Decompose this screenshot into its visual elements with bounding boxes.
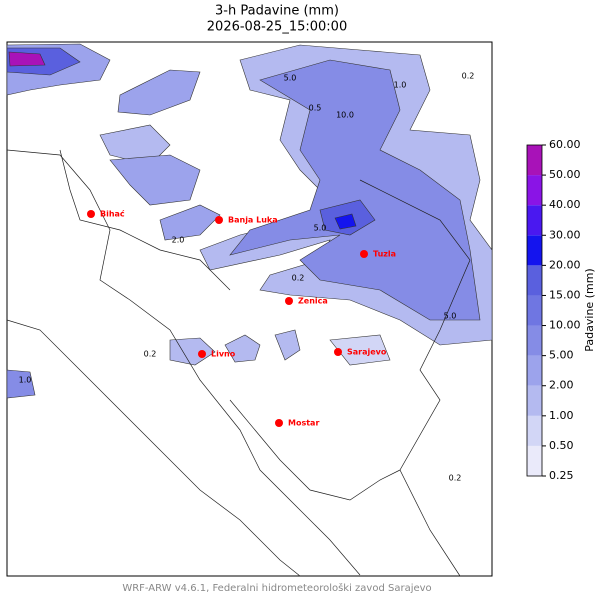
contour-label: 1.0 bbox=[19, 376, 32, 385]
colorbar: Padavine (mm) bbox=[583, 268, 596, 351]
city-marker bbox=[198, 350, 206, 358]
colorbar-segment bbox=[527, 205, 542, 236]
city-label: Mostar bbox=[288, 419, 319, 428]
colorbar-segment bbox=[527, 355, 542, 386]
colorbar-tick-label: 10.00 bbox=[549, 319, 581, 332]
city-label: Banja Luka bbox=[228, 216, 278, 225]
city-marker bbox=[87, 210, 95, 218]
city-marker bbox=[215, 216, 223, 224]
city-label: Livno bbox=[211, 350, 236, 359]
colorbar-segment bbox=[527, 175, 542, 206]
city-label: Sarajevo bbox=[347, 348, 387, 357]
contour-label: 0.2 bbox=[292, 274, 305, 283]
city-marker bbox=[285, 297, 293, 305]
colorbar-tick-label: 0.25 bbox=[549, 469, 574, 482]
subtitle: 2026-08-25_15:00:00 bbox=[207, 20, 347, 35]
colorbar-segment bbox=[527, 445, 542, 476]
contour-label: 0.2 bbox=[462, 72, 475, 81]
city-label: Tuzla bbox=[373, 250, 396, 259]
footer: WRF-ARW v4.6.1, Federalni hidrometeorolo… bbox=[122, 582, 431, 594]
map-panel bbox=[6, 41, 493, 577]
colorbar-tick-label: 30.00 bbox=[549, 228, 581, 241]
colorbar-tick-label: 50.00 bbox=[549, 168, 581, 181]
contour-label: 0.5 bbox=[309, 104, 322, 113]
contour-label: 0.2 bbox=[144, 350, 157, 359]
colorbar-tick-label: 40.00 bbox=[549, 198, 581, 211]
contour-label: 0.2 bbox=[449, 474, 462, 483]
city-label: Bihać bbox=[100, 209, 125, 219]
colorbar-segment bbox=[527, 265, 542, 296]
contour-label: 5.0 bbox=[314, 224, 327, 233]
colorbar-segment bbox=[527, 415, 542, 446]
contour-label: 1.0 bbox=[394, 81, 407, 90]
colorbar-tick-label: 15.00 bbox=[549, 288, 581, 301]
colorbar-segment bbox=[527, 385, 542, 416]
borders bbox=[6, 149, 471, 577]
colorbar-tick-label: 1.00 bbox=[549, 409, 574, 422]
city-marker bbox=[275, 419, 283, 427]
colorbar-tick-label: 20.00 bbox=[549, 258, 581, 271]
colorbar-tick-label: 2.00 bbox=[549, 379, 574, 392]
title: 3-h Padavine (mm) bbox=[215, 4, 339, 19]
city-label: Zenica bbox=[298, 297, 328, 306]
colorbar-tick-label: 5.00 bbox=[549, 349, 574, 362]
colorbar-segment bbox=[527, 235, 542, 266]
colorbar-segment bbox=[527, 325, 542, 356]
precip-areas bbox=[6, 43, 493, 399]
city-marker bbox=[334, 348, 342, 356]
colorbar-segment bbox=[527, 145, 542, 176]
colorbar-segment bbox=[527, 295, 542, 326]
colorbar-tick-label: 60.00 bbox=[549, 138, 581, 151]
colorbar-frame bbox=[526, 144, 543, 477]
colorbar-label: Padavine (mm) bbox=[583, 268, 596, 351]
contour-label: 5.0 bbox=[444, 312, 457, 321]
contour-label: 5.0 bbox=[284, 74, 297, 83]
city-marker bbox=[360, 250, 368, 258]
contour-label: 10.0 bbox=[336, 111, 354, 120]
colorbar-tick-label: 0.50 bbox=[549, 439, 574, 452]
contour-label: 2.0 bbox=[172, 236, 185, 245]
